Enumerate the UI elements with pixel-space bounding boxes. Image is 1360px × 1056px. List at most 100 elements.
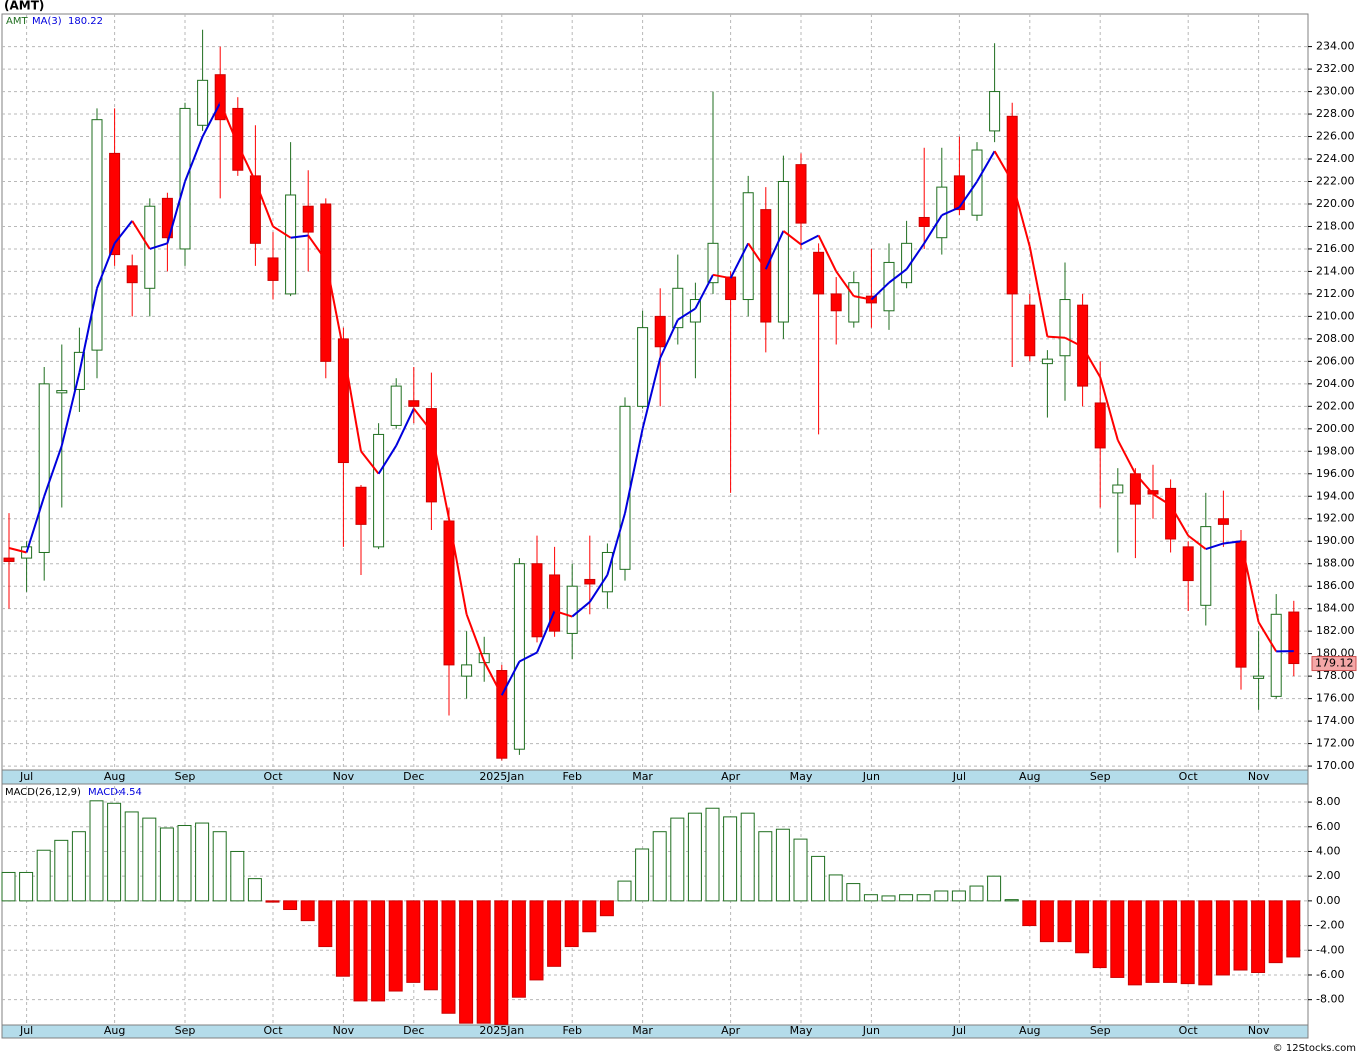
macd-bar: [811, 855, 826, 902]
macd-bar: [388, 900, 403, 992]
ma-line: [870, 281, 890, 301]
ma-line: [624, 428, 644, 514]
y-tick-label: 186.00: [1316, 579, 1355, 592]
candle-body: [953, 175, 965, 211]
y-tick-label: 208.00: [1316, 332, 1355, 345]
candle-body: [197, 79, 209, 126]
candle-body: [390, 385, 402, 426]
ma-line: [659, 319, 679, 359]
candle-body: [654, 315, 666, 348]
ma-line: [1099, 376, 1119, 441]
x-tick-label: Aug: [104, 770, 125, 783]
macd-bar: [1233, 900, 1248, 971]
macd-bar: [36, 849, 51, 902]
ma-line: [131, 220, 151, 250]
candle-body: [1041, 358, 1053, 365]
macd-bar: [1215, 900, 1230, 976]
ma-line: [60, 372, 81, 446]
x-tick-label: Dec: [403, 770, 424, 783]
macd-bar: [1163, 900, 1178, 983]
candle-body: [161, 197, 173, 239]
macd-bar: [635, 848, 650, 902]
candle-body: [214, 74, 226, 121]
ma-line: [1028, 246, 1049, 337]
ma-line: [1257, 621, 1278, 652]
y-tick-label: 226.00: [1316, 130, 1355, 143]
x-tick-label: Apr: [721, 770, 741, 783]
candle-body: [795, 164, 807, 224]
date-band: [1, 769, 1309, 785]
macd-bar: [1127, 900, 1142, 986]
y-tick-label: 172.00: [1316, 737, 1355, 750]
macd-bar: [723, 816, 738, 902]
ma-line: [1011, 181, 1031, 247]
macd-bar: [740, 812, 755, 902]
ma-line: [958, 180, 978, 208]
ma-line: [1169, 504, 1190, 537]
y-tick-label: 8.00: [1316, 795, 1341, 808]
ma-line: [149, 242, 168, 250]
ma-line: [782, 230, 802, 246]
macd-bar: [265, 900, 280, 903]
candle-body: [619, 405, 631, 570]
candle-body: [496, 670, 508, 759]
ma-line: [465, 613, 486, 662]
y-tick-label: 232.00: [1316, 62, 1355, 75]
macd-bar: [1198, 900, 1213, 986]
candle-body: [408, 400, 420, 407]
ma-line: [817, 235, 838, 272]
macd-bar: [1145, 900, 1160, 983]
legend-symbol: AMT: [6, 16, 28, 27]
x-tick-label: Aug: [1019, 1024, 1040, 1037]
ma-line: [377, 445, 398, 475]
macd-bar: [775, 828, 790, 902]
x-tick-label: Oct: [263, 770, 283, 783]
x-tick-label: Oct: [263, 1024, 283, 1037]
macd-bar: [652, 831, 667, 902]
candle-body: [3, 557, 15, 562]
macd-bar: [494, 900, 509, 1025]
candle-body: [672, 287, 684, 329]
macd-bar: [969, 885, 984, 902]
ma-line: [8, 547, 27, 554]
ma-line: [413, 407, 433, 432]
x-tick-label: Mar: [632, 1024, 653, 1037]
macd-bar: [881, 895, 896, 902]
x-tick-label: Nov: [1248, 770, 1270, 783]
candle-body: [56, 390, 68, 394]
ma-line: [96, 242, 116, 289]
macd-bar: [987, 875, 1002, 902]
candle-body: [513, 563, 525, 750]
candle-body: [813, 251, 825, 295]
ma-line: [25, 495, 46, 553]
x-tick-label: Feb: [562, 770, 581, 783]
macd-bar: [687, 812, 702, 902]
x-tick-label: May: [790, 1024, 813, 1037]
candle-body: [1165, 487, 1177, 540]
ma-line: [166, 181, 186, 244]
ma-line: [941, 206, 960, 217]
candle-body: [373, 433, 385, 548]
macd-bar: [564, 900, 579, 948]
ma-line: [360, 450, 380, 475]
x-tick-label: Jul: [952, 770, 966, 783]
y-tick-label: 178.00: [1316, 669, 1355, 682]
ma-line: [606, 512, 626, 576]
x-tick-label: Jul: [19, 1024, 33, 1037]
y-tick-label: 176.00: [1316, 692, 1355, 705]
last-price-box: [1311, 656, 1357, 672]
chart-title: (AMT): [4, 0, 44, 13]
candle-body: [249, 175, 261, 244]
macd-bar: [124, 811, 139, 902]
ma-line: [483, 661, 503, 696]
candle-body: [777, 181, 789, 323]
y-tick-label: 198.00: [1316, 444, 1355, 457]
candle-body: [760, 209, 772, 323]
macd-bar: [107, 802, 122, 902]
ma-line: [448, 518, 468, 615]
candle-body: [1059, 299, 1071, 357]
macd-bar: [335, 900, 350, 977]
ma-line: [219, 102, 239, 145]
y-tick-label: 2.00: [1316, 869, 1341, 882]
